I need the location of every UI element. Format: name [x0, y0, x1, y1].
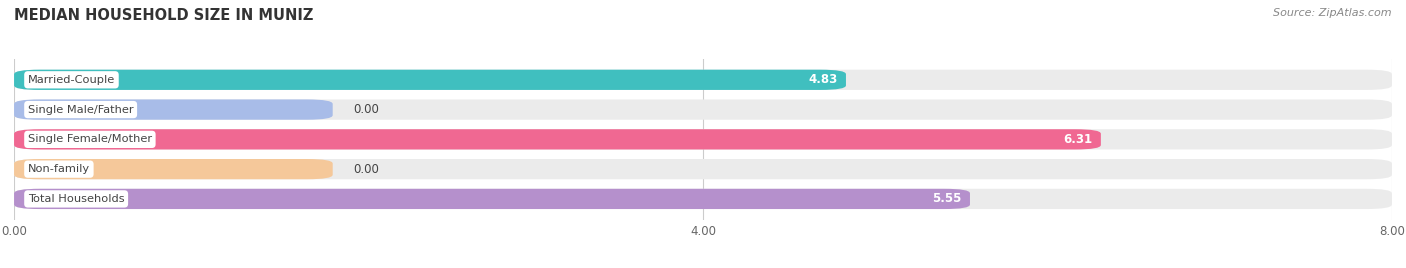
Text: 0.00: 0.00: [353, 103, 380, 116]
Text: Single Female/Mother: Single Female/Mother: [28, 134, 152, 144]
Text: Married-Couple: Married-Couple: [28, 75, 115, 85]
Text: Single Male/Father: Single Male/Father: [28, 105, 134, 115]
FancyBboxPatch shape: [14, 129, 1392, 150]
Text: 0.00: 0.00: [353, 163, 380, 176]
FancyBboxPatch shape: [14, 189, 970, 209]
FancyBboxPatch shape: [14, 70, 846, 90]
Text: Total Households: Total Households: [28, 194, 125, 204]
FancyBboxPatch shape: [14, 99, 1392, 120]
Text: 5.55: 5.55: [932, 192, 962, 205]
Text: Source: ZipAtlas.com: Source: ZipAtlas.com: [1274, 8, 1392, 18]
FancyBboxPatch shape: [14, 99, 333, 120]
Text: 4.83: 4.83: [808, 73, 838, 86]
FancyBboxPatch shape: [14, 159, 333, 179]
Text: MEDIAN HOUSEHOLD SIZE IN MUNIZ: MEDIAN HOUSEHOLD SIZE IN MUNIZ: [14, 8, 314, 23]
Text: Non-family: Non-family: [28, 164, 90, 174]
FancyBboxPatch shape: [14, 159, 1392, 179]
FancyBboxPatch shape: [14, 70, 1392, 90]
Text: 6.31: 6.31: [1063, 133, 1092, 146]
FancyBboxPatch shape: [14, 129, 1101, 150]
FancyBboxPatch shape: [14, 189, 1392, 209]
